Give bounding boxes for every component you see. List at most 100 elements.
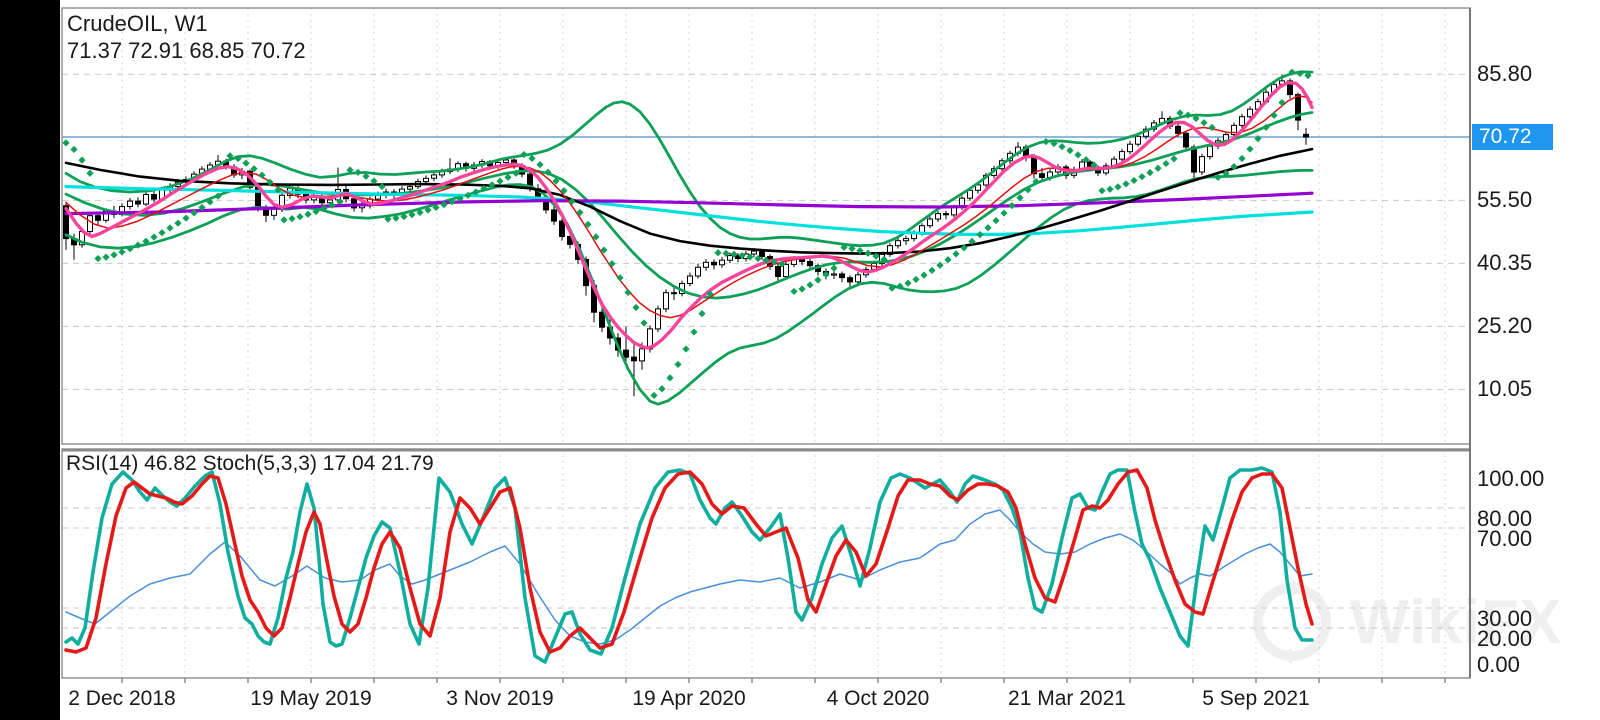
sar-dot [624,288,632,297]
candle-body [943,213,949,216]
sar-dot [392,214,400,222]
candle-body [895,240,901,247]
candle-body [127,200,133,208]
sar-dot [1130,176,1138,185]
sar-dot [608,260,616,268]
purple-ma-line [64,191,1314,216]
candle-body [95,215,101,221]
osc-panel-border [61,448,1471,679]
wikifx-logo-icon [1253,580,1331,664]
candle-body [1199,156,1205,173]
sar-dot [266,178,274,186]
osc-axis-label: 80.00 [1477,506,1533,531]
osc-axis-label: 0.00 [1477,652,1520,677]
sar-dot [166,224,174,232]
candle-body [351,198,357,209]
candle-body [1231,124,1237,136]
sar-dot [78,156,86,164]
sar-dot [1032,177,1040,186]
candle-body [967,189,973,199]
sar-dot [790,287,798,296]
candle-body [687,275,693,284]
sar-dot [312,207,320,216]
sar-dot [976,231,984,239]
stoch-signal-line [64,468,1314,654]
sar-dot [102,253,110,261]
sar-dot [1230,163,1238,171]
sar-dot [928,266,936,274]
sar-dot [536,160,544,169]
sar-dot [560,187,568,195]
sar-dot [1162,159,1170,168]
sar-dot [118,248,126,256]
rsi-line [65,509,1313,645]
sar-dot [328,201,336,209]
candle-body [1127,143,1133,153]
sar-dot [1184,111,1192,119]
sar-dot [528,154,536,162]
sar-dot [1058,143,1066,151]
sar-dot [730,250,738,258]
candle-body [783,263,789,277]
ohlc-readout: 71.37 72.91 68.85 70.72 [67,38,306,63]
candle-body [1039,173,1045,178]
candle-body [559,220,565,238]
candle-body [63,205,69,240]
price-axis-label: 55.50 [1477,187,1533,213]
sar-dot [778,260,786,268]
cyan-ma-line [64,185,1314,236]
sar-dot [690,328,698,336]
candle-body [663,292,669,310]
sar-dot [616,274,624,282]
candle-body [703,261,709,268]
sar-dot [134,241,142,249]
sar-dot [806,281,814,289]
sar-dot [920,271,928,279]
sar-dot [576,208,584,217]
main-panel-border [61,7,1471,445]
sar-dot [1050,139,1058,148]
indicator-readout: RSI(14) 46.82 Stoch(5,3,3) 17.04 21.79 [66,452,434,475]
pink-ma-line [64,80,1314,350]
sar-dot [682,345,690,353]
candle-body [935,213,941,220]
sar-dot [840,243,848,251]
price-axis-label: 85.80 [1477,61,1533,87]
current-price-tag: 70.72 [1472,124,1553,150]
candle-body [1175,125,1181,134]
sar-dot [1278,98,1286,107]
sar-dot [912,275,920,284]
candle-body [639,348,645,362]
sar-dot [424,206,432,214]
watermark-text: WikiFX [1350,587,1563,657]
sar-dot [1106,185,1114,193]
sar-dot [70,145,78,154]
candle-body [1191,146,1197,173]
sar-dot [1262,123,1270,131]
sar-dot [1024,186,1032,194]
sar-dot [198,203,206,212]
sar-dot [346,166,354,174]
candle-body [927,218,933,227]
sar-dot [822,270,830,278]
sar-dot [944,256,952,264]
sar-dot [770,258,778,266]
sar-dot [698,310,706,318]
sar-dot [150,233,158,241]
sar-dot [1122,180,1130,188]
sar-dot [1138,173,1146,181]
osc-axis-label: 70.00 [1477,526,1533,551]
sar-dot [1246,145,1254,153]
sar-dot [296,213,304,221]
sar-dot [1304,71,1312,80]
date-axis-label: 2 Dec 2018 [68,687,176,710]
candle-body [695,266,701,277]
sar-dot [1016,194,1024,202]
sar-dot [754,254,762,263]
candle-body [839,273,845,279]
sar-dot [274,186,282,194]
sar-dot [182,214,190,222]
sar-dot [658,385,666,393]
